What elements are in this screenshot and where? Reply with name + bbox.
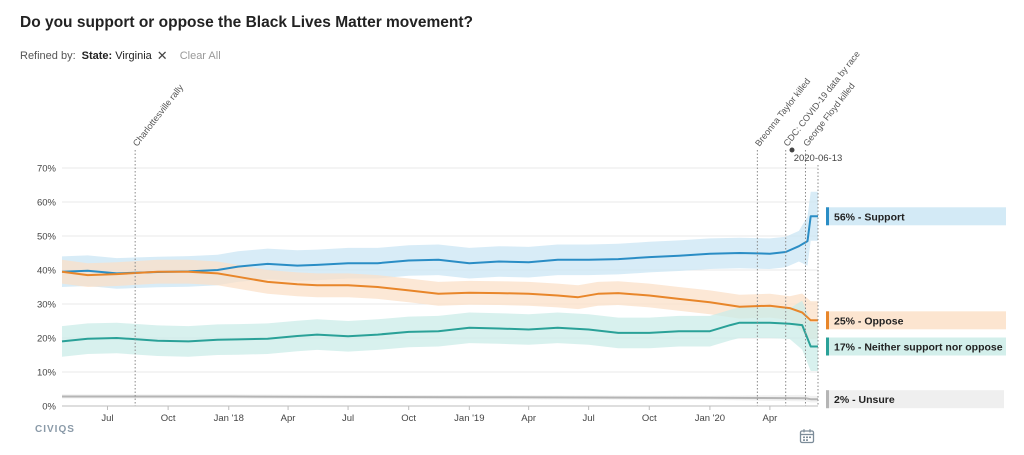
end-label-accent	[826, 207, 829, 226]
civiqs-logo: CIVIQS	[35, 424, 75, 435]
event-label: Breonna Taylor killed	[753, 76, 812, 148]
filter-chip-value: Virginia	[115, 50, 152, 62]
calendar-icon[interactable]	[799, 428, 815, 444]
end-label: 2% - Unsure	[834, 394, 895, 406]
filter-chip-key: State:	[81, 50, 113, 62]
current-date-dot	[789, 147, 795, 153]
close-icon[interactable]: ✕	[156, 48, 168, 63]
y-tick-label: 50%	[37, 232, 57, 243]
end-label-accent	[826, 390, 829, 409]
end-label-bg	[826, 311, 1006, 330]
end-label-bg	[826, 207, 1006, 226]
y-tick-label: 60%	[37, 198, 57, 209]
end-label-bg	[826, 390, 1004, 409]
confidence-band-2	[62, 300, 818, 371]
clear-all-link[interactable]: Clear All	[179, 50, 221, 62]
x-tick-label: Apr	[281, 413, 296, 424]
y-tick-label: 0%	[42, 402, 56, 413]
filter-bar: Refined by: State: Virginia ✕ Clear All	[20, 48, 221, 64]
x-tick-label: Oct	[642, 413, 657, 424]
x-tick-label: Oct	[161, 413, 176, 424]
x-tick-label: Jan '19	[454, 413, 484, 424]
y-tick-label: 10%	[37, 368, 57, 379]
y-tick-label: 30%	[37, 300, 57, 311]
y-tick-label: 40%	[37, 266, 57, 277]
event-label: Charlottesville rally	[131, 82, 186, 148]
end-label: 56% - Support	[834, 211, 905, 223]
y-tick-label: 20%	[37, 334, 57, 345]
current-date-label: 2020-06-13	[794, 153, 843, 164]
end-label: 25% - Oppose	[834, 315, 904, 327]
end-label-bg	[826, 337, 1006, 356]
y-tick-label: 70%	[37, 164, 57, 175]
x-tick-label: Jul	[101, 413, 113, 424]
refined-by-label: Refined by:	[20, 50, 76, 62]
x-tick-label: Jan '18	[214, 413, 244, 424]
page-title: Do you support or oppose the Black Lives…	[20, 14, 474, 31]
x-tick-label: Jan '20	[695, 413, 725, 424]
series-line-2	[61, 321, 818, 348]
series-line-0	[61, 215, 818, 275]
x-tick-label: Apr	[762, 413, 777, 424]
series-line-3	[62, 395, 818, 401]
x-tick-label: Oct	[401, 413, 416, 424]
x-tick-label: Jul	[342, 413, 354, 424]
end-label-accent	[826, 311, 829, 330]
x-tick-label: Apr	[521, 413, 536, 424]
series-line-1	[61, 270, 818, 322]
filter-chip-state[interactable]: State: Virginia	[82, 50, 152, 62]
end-label: 17% - Neither support nor oppose	[834, 342, 1003, 354]
x-tick-label: Jul	[583, 413, 595, 424]
end-label-accent	[826, 337, 829, 356]
